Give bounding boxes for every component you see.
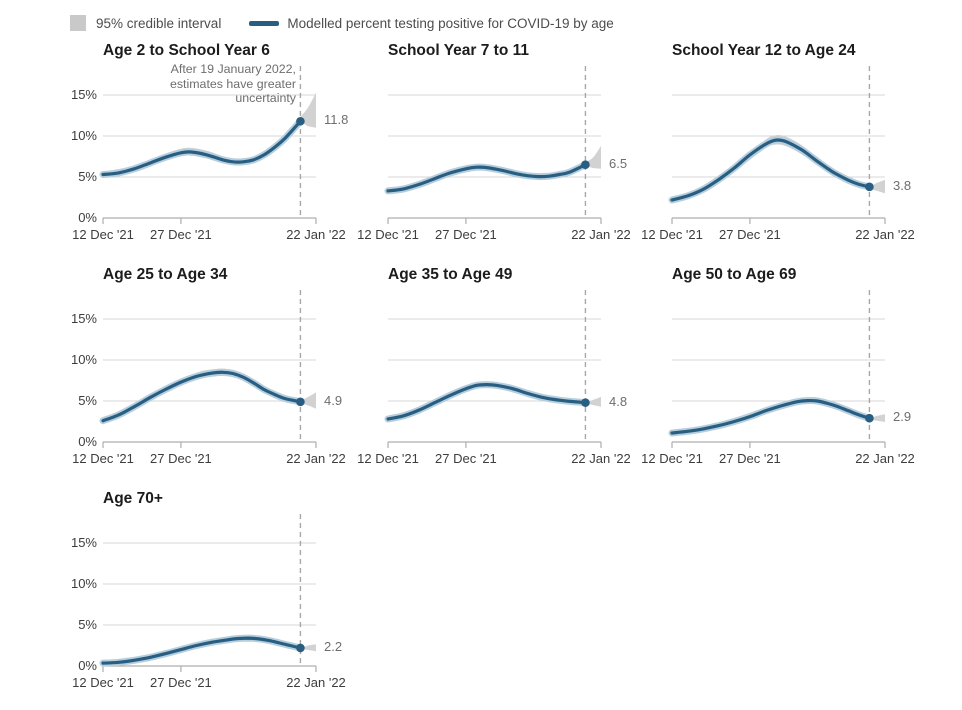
x-tick-label: 12 Dec '21 bbox=[641, 451, 703, 466]
panel-chart bbox=[384, 66, 602, 224]
panel-title: Age 50 to Age 69 bbox=[672, 266, 797, 283]
panel-chart bbox=[99, 514, 317, 672]
x-tick-label: 27 Dec '21 bbox=[435, 451, 497, 466]
panel-chart bbox=[384, 290, 602, 448]
chart-legend: 95% credible interval Modelled percent t… bbox=[70, 13, 614, 33]
end-value-label: 2.9 bbox=[893, 409, 912, 425]
y-tick-label: 15% bbox=[70, 535, 97, 550]
credible-interval-swatch-icon bbox=[70, 15, 86, 31]
panel-title: Age 2 to School Year 6 bbox=[103, 42, 270, 59]
annotation-line: After 19 January 2022, bbox=[170, 62, 296, 76]
x-tick-label: 27 Dec '21 bbox=[150, 227, 212, 242]
y-tick-label: 10% bbox=[70, 128, 97, 143]
y-tick-label: 15% bbox=[70, 87, 97, 102]
x-tick-label: 12 Dec '21 bbox=[357, 227, 419, 242]
x-tick-label: 22 Jan '22 bbox=[855, 451, 915, 466]
x-tick-label: 12 Dec '21 bbox=[72, 227, 134, 242]
x-tick-label: 12 Dec '21 bbox=[641, 227, 703, 242]
x-tick-label: 27 Dec '21 bbox=[435, 227, 497, 242]
annotation-line: uncertainty bbox=[235, 91, 296, 106]
x-tick-label: 22 Jan '22 bbox=[571, 227, 631, 242]
x-tick-label: 12 Dec '21 bbox=[357, 451, 419, 466]
panel-chart bbox=[99, 66, 317, 224]
x-tick-label: 22 Jan '22 bbox=[286, 451, 346, 466]
end-value-label: 6.5 bbox=[609, 155, 628, 171]
panel-chart bbox=[99, 290, 317, 448]
end-value-label: 2.2 bbox=[324, 638, 343, 654]
y-tick-label: 5% bbox=[78, 617, 97, 632]
y-tick-label: 5% bbox=[78, 393, 97, 408]
uncertainty-annotation: After 19 January 2022, estimates have gre… bbox=[86, 62, 296, 106]
age-panel: School Year 12 to Age 24 12 Dec '21 27 De… bbox=[632, 42, 932, 268]
age-panel: Age 50 to Age 69 12 Dec '21 27 Dec '21 22 … bbox=[632, 266, 932, 492]
panel-title: School Year 7 to 11 bbox=[388, 42, 530, 59]
x-tick-label: 27 Dec '21 bbox=[150, 675, 212, 690]
panel-title: Age 35 to Age 49 bbox=[388, 266, 513, 283]
end-value-label: 4.8 bbox=[609, 393, 628, 409]
x-tick-label: 12 Dec '21 bbox=[72, 451, 134, 466]
end-value-label: 3.8 bbox=[893, 177, 912, 193]
age-panel: Age 25 to Age 34 15% 10% 5% 0% 12 Dec '21 27… bbox=[63, 266, 363, 492]
age-panel: Age 70+ 15% 10% 5% 0% 12 Dec '21 27 Dec '21 2… bbox=[63, 490, 363, 710]
age-panel: Age 2 to School Year 6 15% 10% 5% 0% 12 Dec… bbox=[63, 42, 363, 268]
panel-chart bbox=[668, 290, 886, 448]
age-panel: Age 35 to Age 49 12 Dec '21 27 Dec '21 22 … bbox=[348, 266, 648, 492]
y-tick-label: 10% bbox=[70, 576, 97, 591]
y-tick-label: 5% bbox=[78, 169, 97, 184]
y-tick-label: 10% bbox=[70, 352, 97, 367]
panel-title: School Year 12 to Age 24 bbox=[672, 42, 856, 59]
x-tick-label: 12 Dec '21 bbox=[72, 675, 134, 690]
annotation-line: estimates have greater bbox=[169, 76, 296, 91]
x-tick-label: 27 Dec '21 bbox=[719, 227, 781, 242]
y-tick-label: 0% bbox=[78, 210, 97, 225]
x-tick-label: 22 Jan '22 bbox=[855, 227, 915, 242]
x-tick-label: 22 Jan '22 bbox=[286, 227, 346, 242]
y-tick-label: 15% bbox=[70, 311, 97, 326]
x-tick-label: 22 Jan '22 bbox=[286, 675, 346, 690]
panel-title: Age 25 to Age 34 bbox=[103, 266, 228, 283]
modelled-line-label: Modelled percent testing positive for CO… bbox=[287, 15, 614, 31]
x-tick-label: 27 Dec '21 bbox=[150, 451, 212, 466]
y-tick-label: 0% bbox=[78, 434, 97, 449]
end-value-label: 11.8 bbox=[324, 112, 349, 128]
end-value-label: 4.9 bbox=[324, 392, 343, 408]
credible-interval-label: 95% credible interval bbox=[96, 15, 222, 31]
modelled-line-swatch-icon bbox=[249, 20, 280, 26]
panel-title: Age 70+ bbox=[103, 490, 163, 507]
y-tick-label: 0% bbox=[78, 658, 97, 673]
x-tick-label: 22 Jan '22 bbox=[571, 451, 631, 466]
x-tick-label: 27 Dec '21 bbox=[719, 451, 781, 466]
panel-chart bbox=[668, 66, 886, 224]
age-panel: School Year 7 to 11 12 Dec '21 27 Dec '21… bbox=[348, 42, 648, 268]
